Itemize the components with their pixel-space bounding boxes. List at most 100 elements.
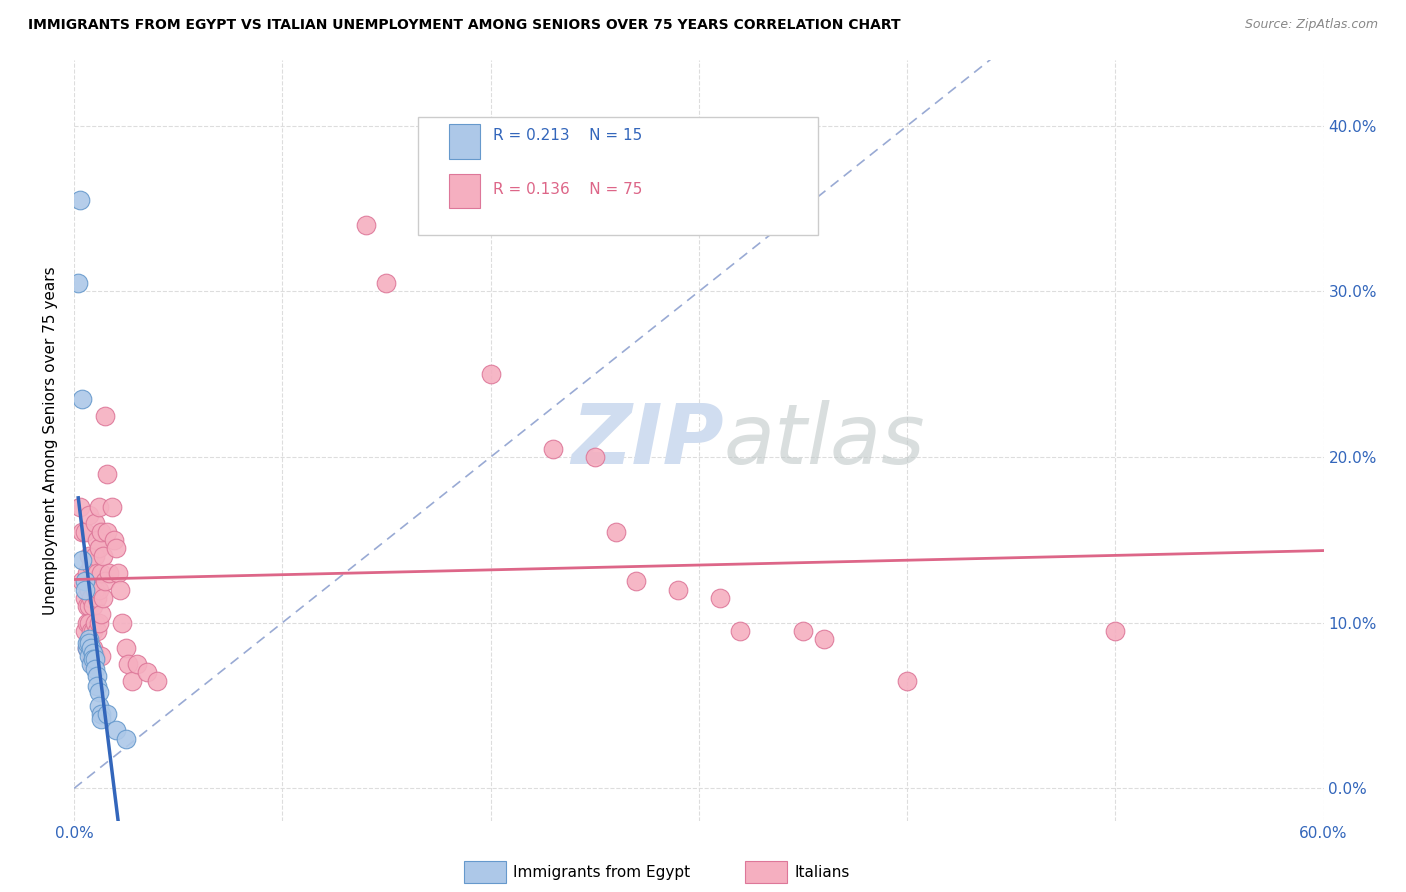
- Point: [583, 450, 606, 464]
- Point: [91, 549, 114, 564]
- Point: [72, 524, 94, 539]
- Point: [73, 574, 96, 589]
- Point: [86, 591, 108, 605]
- Y-axis label: Unemployment Among Seniors over 75 years: Unemployment Among Seniors over 75 years: [44, 266, 58, 615]
- Point: [103, 533, 125, 547]
- Point: [90, 524, 112, 539]
- Point: [86, 624, 108, 638]
- FancyBboxPatch shape: [449, 124, 481, 159]
- Point: [69, 500, 91, 514]
- Point: [76, 615, 98, 630]
- Point: [146, 673, 169, 688]
- Point: [80, 640, 103, 655]
- Point: [479, 368, 502, 382]
- Point: [76, 635, 98, 649]
- Point: [80, 591, 103, 605]
- Point: [90, 648, 112, 663]
- Point: [82, 640, 104, 655]
- Point: [80, 648, 103, 663]
- Point: [86, 566, 108, 580]
- Point: [77, 635, 100, 649]
- Point: [94, 574, 117, 589]
- Text: R = 0.136    N = 75: R = 0.136 N = 75: [492, 182, 643, 196]
- Point: [605, 524, 627, 539]
- Point: [90, 566, 112, 580]
- Point: [104, 723, 127, 738]
- FancyBboxPatch shape: [418, 117, 817, 235]
- Point: [76, 566, 98, 580]
- Point: [84, 648, 107, 663]
- Point: [115, 640, 138, 655]
- Point: [626, 574, 648, 589]
- Point: [80, 624, 103, 638]
- Point: [94, 409, 117, 423]
- Point: [117, 657, 139, 672]
- Point: [67, 276, 90, 290]
- Point: [69, 194, 91, 208]
- Point: [87, 698, 110, 713]
- Point: [375, 276, 398, 290]
- Point: [709, 591, 731, 605]
- Point: [84, 549, 107, 564]
- Point: [125, 657, 148, 672]
- Point: [73, 524, 96, 539]
- Point: [90, 607, 112, 622]
- Point: [86, 679, 108, 693]
- Point: [80, 558, 103, 572]
- Point: [84, 516, 107, 531]
- Point: [77, 632, 100, 647]
- Point: [111, 615, 134, 630]
- Point: [96, 524, 118, 539]
- Point: [87, 500, 110, 514]
- Point: [82, 652, 104, 666]
- Point: [108, 582, 131, 597]
- Text: Italians: Italians: [794, 865, 849, 880]
- Point: [107, 566, 129, 580]
- Text: IMMIGRANTS FROM EGYPT VS ITALIAN UNEMPLOYMENT AMONG SENIORS OVER 75 YEARS CORREL: IMMIGRANTS FROM EGYPT VS ITALIAN UNEMPLO…: [28, 18, 901, 32]
- Point: [73, 591, 96, 605]
- Point: [77, 599, 100, 614]
- Point: [96, 467, 118, 481]
- Point: [72, 553, 94, 567]
- Point: [90, 706, 112, 721]
- Point: [87, 541, 110, 556]
- Text: R = 0.213    N = 15: R = 0.213 N = 15: [492, 128, 643, 144]
- Point: [82, 599, 104, 614]
- Point: [87, 582, 110, 597]
- Point: [73, 624, 96, 638]
- Point: [84, 615, 107, 630]
- Point: [86, 669, 108, 683]
- Point: [100, 500, 122, 514]
- Point: [84, 662, 107, 676]
- Point: [91, 591, 114, 605]
- Point: [77, 582, 100, 597]
- Point: [82, 574, 104, 589]
- Point: [896, 673, 918, 688]
- Point: [354, 218, 377, 232]
- Point: [666, 582, 689, 597]
- Point: [90, 712, 112, 726]
- Point: [136, 665, 159, 680]
- Point: [82, 646, 104, 660]
- Point: [121, 673, 143, 688]
- Point: [76, 640, 98, 655]
- Point: [813, 632, 835, 647]
- Text: Immigrants from Egypt: Immigrants from Egypt: [513, 865, 690, 880]
- Point: [87, 615, 110, 630]
- Text: atlas: atlas: [724, 400, 925, 481]
- Point: [84, 652, 107, 666]
- Point: [76, 640, 98, 655]
- Point: [86, 533, 108, 547]
- Point: [77, 615, 100, 630]
- Point: [72, 392, 94, 406]
- Point: [77, 508, 100, 522]
- Point: [77, 648, 100, 663]
- Point: [115, 731, 138, 746]
- Point: [541, 442, 564, 456]
- Point: [76, 599, 98, 614]
- Point: [98, 566, 121, 580]
- Point: [82, 657, 104, 672]
- FancyBboxPatch shape: [449, 174, 481, 208]
- Point: [84, 582, 107, 597]
- Point: [792, 624, 814, 638]
